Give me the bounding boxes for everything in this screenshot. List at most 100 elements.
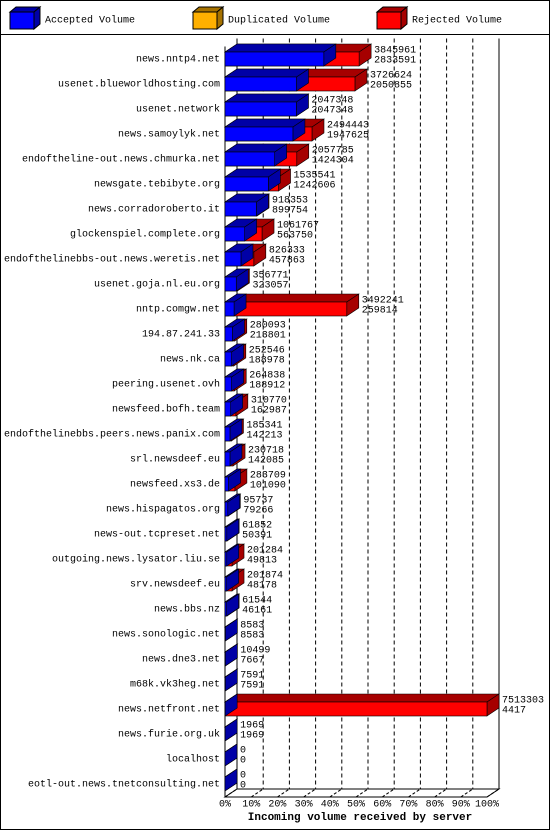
value-label: 826333 (269, 246, 305, 257)
bar-accepted-top (224, 43, 337, 53)
bar-total-top (224, 693, 500, 703)
value-label: 0 (240, 746, 246, 757)
bar-accepted (224, 326, 233, 342)
value-label: 8583 (240, 621, 264, 632)
value-label: 323057 (252, 281, 288, 292)
bar-accepted-top (224, 68, 310, 78)
y-tick-label: newsfeed.bofh.team (112, 404, 220, 416)
value-label: 2050855 (370, 81, 412, 92)
x-tick-label: 10% (242, 800, 260, 811)
legend-label: Rejected Volume (412, 15, 502, 27)
bar-accepted (224, 376, 232, 392)
value-label: 49813 (247, 556, 277, 567)
y-tick-label: news.sonologic.net (112, 629, 220, 641)
tick-mark (329, 788, 343, 798)
bar-accepted (224, 301, 235, 317)
value-label: 213801 (250, 331, 286, 342)
value-label: 283709 (250, 471, 286, 482)
x-tick-label: 30% (295, 800, 313, 811)
bar-accepted (224, 201, 257, 217)
value-label: 0 (240, 756, 246, 767)
value-label: 2494443 (327, 121, 369, 132)
value-label: 1424304 (312, 156, 354, 167)
y-tick-label: nntp.comgw.net (136, 305, 220, 316)
bar-accepted (224, 51, 325, 67)
value-label: 7591 (240, 671, 264, 682)
bar-accepted (224, 451, 231, 467)
legend-label: Accepted Volume (45, 15, 135, 27)
bar-accepted (224, 576, 227, 592)
y-tick-label: peering.usenet.ovh (112, 379, 220, 391)
y-tick-label: newsgate.tebibyte.org (94, 179, 220, 191)
value-label: 1947625 (327, 131, 369, 142)
value-label: 201874 (247, 571, 283, 582)
x-tick-label: 70% (399, 800, 417, 811)
bar-accepted (224, 401, 231, 417)
bar-accepted (224, 601, 227, 617)
value-label: 61852 (242, 521, 272, 532)
value-label: 201284 (247, 546, 283, 557)
x-tick-label: 20% (268, 800, 286, 811)
bar-accepted (224, 526, 228, 542)
value-label: 7667 (240, 656, 264, 667)
value-label: 79266 (243, 506, 273, 517)
tick-mark (486, 788, 500, 798)
bar-accepted (224, 551, 228, 567)
bar-accepted (224, 276, 237, 292)
bar-accepted (224, 476, 229, 492)
bar-accepted-side (224, 768, 238, 792)
bar-accepted (224, 351, 232, 367)
bar-accepted (224, 176, 269, 192)
y-tick-label: endoftheline-out.news.chmurka.net (22, 154, 220, 166)
bar-accepted (224, 151, 275, 167)
value-label: 95737 (243, 496, 273, 507)
legend-swatch (9, 11, 35, 30)
bar-accepted (224, 126, 294, 142)
value-label: 1535541 (294, 171, 336, 182)
value-label: 259814 (362, 306, 398, 317)
y-tick-label: news.bbs.nz (154, 604, 220, 616)
value-label: 4417 (502, 706, 526, 717)
value-label: 0 (240, 781, 246, 792)
bar-accepted (224, 426, 231, 442)
y-tick-label: news-out.tcpreset.net (94, 530, 220, 541)
value-label: 188912 (249, 381, 285, 392)
legend-swatch (376, 11, 402, 30)
value-label: 46161 (242, 606, 272, 617)
value-label: 1969 (240, 731, 264, 742)
y-tick-label: news.hispagatos.org (106, 504, 220, 516)
bar-accepted-top (224, 118, 306, 128)
value-label: 50391 (242, 531, 272, 542)
value-label: 230718 (248, 446, 284, 457)
tick-mark (355, 788, 369, 798)
value-label: 2057785 (312, 146, 354, 157)
x-axis-title: Incoming volume received by server (248, 812, 472, 824)
value-label: 48178 (247, 581, 277, 592)
tick-mark (277, 788, 290, 798)
x-tick-label: 60% (373, 800, 391, 811)
bar-accepted (224, 251, 242, 267)
tick-mark (303, 788, 316, 798)
value-label: 252546 (249, 346, 285, 357)
value-label: 918353 (272, 196, 308, 207)
value-label: 142085 (248, 456, 284, 467)
legend-swatch (192, 11, 218, 30)
tick-mark (381, 788, 395, 798)
tick-mark (408, 788, 421, 798)
y-tick-label: newsfeed.xs3.de (130, 479, 220, 491)
bar-accepted-top (224, 93, 310, 103)
value-label: 7591 (240, 681, 264, 692)
y-tick-label: endofthelinebbs.peers.news.panix.com (4, 429, 220, 441)
y-tick-label: endofthelinebbs-out.news.weretis.net (4, 254, 220, 266)
legend-label: Duplicated Volume (228, 15, 330, 27)
value-label: 280093 (250, 321, 286, 332)
value-label: 2047348 (311, 106, 353, 117)
value-label: 1969 (240, 721, 264, 732)
x-tick-label: 100% (475, 800, 499, 811)
y-tick-label: news.dne3.net (142, 654, 220, 666)
value-label: 3726624 (370, 71, 412, 82)
y-tick-label: 194.87.241.33 (142, 330, 220, 341)
y-tick-label: localhost (166, 754, 220, 766)
value-label: 8583 (240, 631, 264, 642)
value-label: 2047348 (311, 96, 353, 107)
